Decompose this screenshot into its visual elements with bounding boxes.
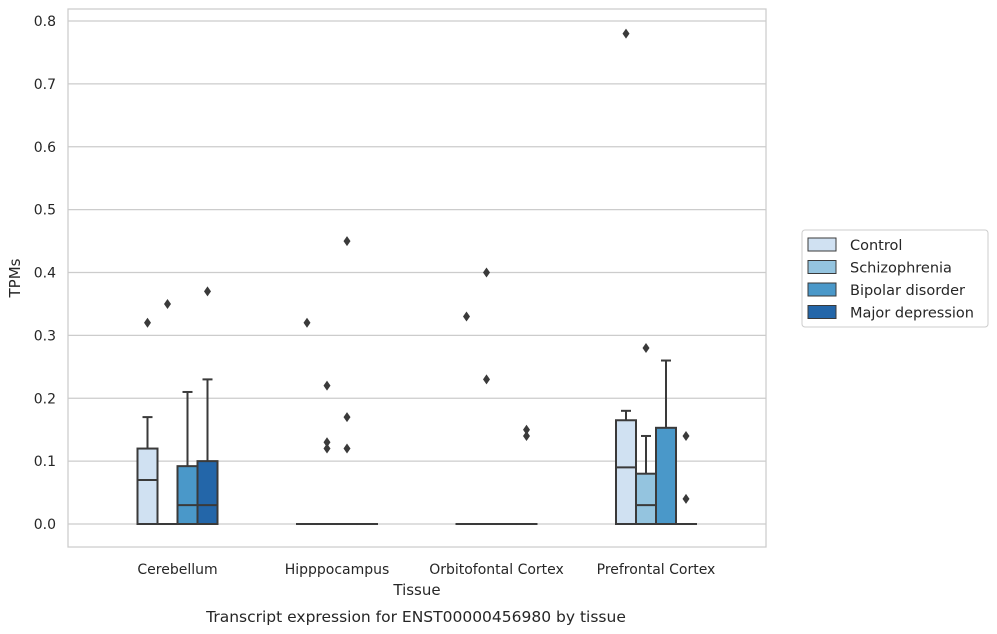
outlier-point <box>343 412 351 423</box>
outlier-point <box>164 298 171 309</box>
outlier-point <box>483 374 490 385</box>
y-axis-title: TPMs <box>6 258 24 298</box>
box-group <box>316 380 338 526</box>
box-marks <box>136 28 697 526</box>
box-group <box>655 359 677 525</box>
x-tick-label: Prefrontal Cortex <box>597 562 716 578</box>
box-group <box>156 298 179 526</box>
box-group <box>615 28 637 526</box>
outlier-point <box>323 443 331 454</box>
x-axis-title: Tissue <box>392 581 440 599</box>
legend-swatch <box>807 237 837 252</box>
box <box>615 419 637 526</box>
outlier-point <box>463 311 470 322</box>
legend-frame <box>801 229 989 328</box>
legend-swatch <box>807 260 837 274</box>
box-group <box>515 424 538 526</box>
box-group <box>635 342 657 526</box>
y-tick-label: 0.3 <box>34 328 56 344</box>
box-group <box>176 390 199 525</box>
legend: Control Schizophrenia Bipolar disorder Majo… <box>801 229 989 328</box>
outlier-point <box>303 317 311 328</box>
y-tick-label: 0.6 <box>34 140 56 156</box>
y-tick-label: 0.7 <box>34 77 56 93</box>
legend-label: Major depression <box>850 306 974 322</box>
box-group <box>475 267 498 526</box>
legend-swatch <box>807 282 837 297</box>
box <box>196 460 219 525</box>
y-tick-label: 0.0 <box>34 517 56 533</box>
grid-lines <box>68 20 766 525</box>
outlier-point <box>523 424 530 435</box>
y-tick-label: 0.4 <box>34 266 56 282</box>
y-tick-label: 0.5 <box>34 203 56 219</box>
x-tick-label: Hipppocampus <box>285 562 390 578</box>
outlier-point <box>483 267 490 278</box>
outlier-point <box>343 443 351 454</box>
y-tick-label: 0.2 <box>34 391 56 407</box>
box-group <box>196 286 219 525</box>
plot-frame <box>67 8 767 548</box>
box-group <box>455 311 478 526</box>
outlier-point <box>523 430 530 441</box>
outlier-point <box>642 342 650 353</box>
outlier-point <box>204 286 211 297</box>
x-tick-label: Cerebellum <box>137 562 217 578</box>
legend-swatch <box>807 305 837 319</box>
x-axis-ticks: Cerebellum Hipppocampus Orbitofontal Corte… <box>137 562 715 578</box>
y-tick-label: 0.1 <box>34 454 56 470</box>
box <box>635 472 657 526</box>
outlier-point <box>682 493 690 504</box>
outlier-point <box>343 236 351 247</box>
outlier-point <box>323 437 331 448</box>
box <box>136 447 159 525</box>
box-group <box>296 317 318 526</box>
box-group <box>675 430 697 526</box>
outlier-point <box>323 380 331 391</box>
y-tick-label: 0.8 <box>34 14 56 30</box>
x-tick-label: Orbitofontal Cortex <box>429 562 564 578</box>
box-group <box>136 317 159 525</box>
box <box>176 465 199 525</box>
legend-label: Schizophrenia <box>850 261 952 277</box>
legend-label: Control <box>850 238 902 254</box>
outlier-point <box>144 317 151 328</box>
chart-caption: Transcript expression for ENST0000045698… <box>205 608 626 626</box>
outlier-point <box>622 28 630 39</box>
box <box>655 426 677 525</box>
y-axis-ticks: 0.0 0.1 0.2 0.3 0.4 0.5 0.6 0.7 0.8 <box>34 14 56 533</box>
legend-label: Bipolar disorder <box>850 283 965 299</box>
box-group <box>336 236 358 526</box>
outlier-point <box>682 430 690 441</box>
